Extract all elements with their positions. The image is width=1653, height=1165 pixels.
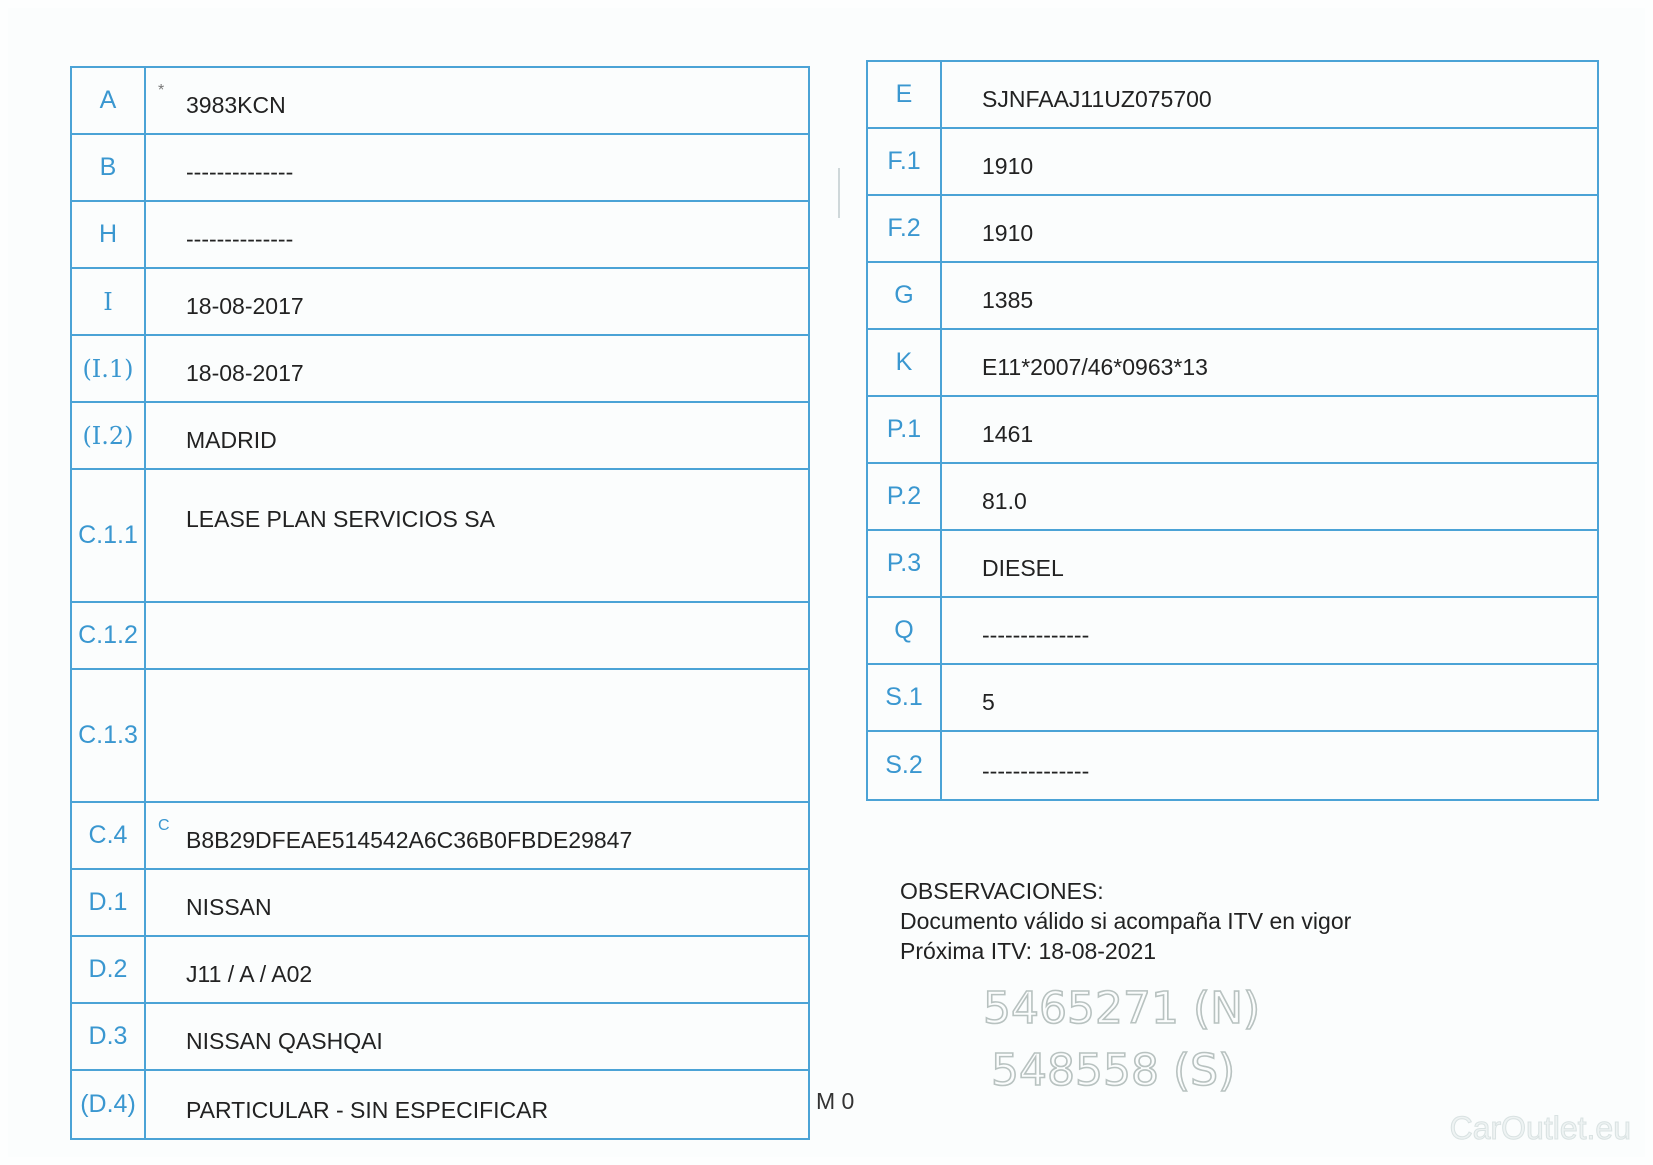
- field-value: MADRID: [186, 427, 277, 453]
- field-label: I: [72, 269, 146, 334]
- observations-line: Documento válido si acompaña ITV en vigo…: [900, 908, 1352, 934]
- field-row-c11: C.1.1 LEASE PLAN SERVICIOS SA: [72, 470, 808, 603]
- field-value: 1461: [982, 421, 1034, 447]
- field-row-p3: P.3 DIESEL: [868, 531, 1597, 598]
- field-row-k: K E11*2007/46*0963*13: [868, 330, 1597, 397]
- field-row-d4: (D.4) PARTICULAR - SIN ESPECIFICAR: [72, 1071, 808, 1138]
- field-row-s2: S.2 --------------: [868, 732, 1597, 799]
- field-value: SJNFAAJ11UZ075700: [982, 86, 1212, 112]
- field-value: NISSAN: [186, 894, 272, 920]
- field-row-f1: F.1 1910: [868, 129, 1597, 196]
- field-label: A: [72, 68, 146, 133]
- field-label: D.3: [72, 1004, 146, 1069]
- field-row-q: Q --------------: [868, 598, 1597, 665]
- observations-heading: OBSERVACIONES:: [900, 878, 1104, 904]
- field-label: H: [72, 202, 146, 267]
- field-row-p2: P.2 81.0: [868, 464, 1597, 531]
- field-label: S.2: [868, 732, 942, 799]
- field-value: E11*2007/46*0963*13: [982, 354, 1208, 380]
- field-value: --------------: [982, 758, 1090, 784]
- field-value: 5: [982, 689, 995, 715]
- field-row-s1: S.1 5: [868, 665, 1597, 732]
- field-label: C.4: [72, 803, 146, 868]
- field-row-d3: D.3 NISSAN QASHQAI: [72, 1004, 808, 1071]
- field-label: P.2: [868, 464, 942, 529]
- observations-line: Próxima ITV: 18-08-2021: [900, 938, 1157, 964]
- handwritten-line: 548558 (S): [991, 1045, 1235, 1096]
- field-row-e: E SJNFAAJ11UZ075700: [868, 62, 1597, 129]
- observations: OBSERVACIONES: Documento válido si acomp…: [900, 876, 1351, 966]
- fold-mark: [838, 168, 840, 218]
- field-value: C B8B29DFEAE514542A6C36B0FBDE29847: [146, 803, 808, 868]
- field-label: F.2: [868, 196, 942, 261]
- field-label: (I.2): [72, 403, 146, 468]
- field-value: * 3983KCN: [146, 68, 808, 133]
- field-value: NISSAN QASHQAI: [186, 1028, 383, 1054]
- field-label: D.1: [72, 870, 146, 935]
- field-row-c4: C.4 C B8B29DFEAE514542A6C36B0FBDE29847: [72, 803, 808, 870]
- field-row-d1: D.1 NISSAN: [72, 870, 808, 937]
- field-label: F.1: [868, 129, 942, 194]
- field-value: 18-08-2017: [186, 360, 304, 386]
- field-row-c13: C.1.3: [72, 670, 808, 803]
- field-mark: *: [158, 82, 165, 99]
- field-label: (I.1): [72, 336, 146, 401]
- field-label: E: [868, 62, 942, 127]
- field-label: C.1.1: [72, 470, 146, 601]
- field-value: --------------: [186, 159, 294, 185]
- field-label: P.3: [868, 531, 942, 596]
- handwritten-notes: 5465271 (N) 548558 (S): [983, 982, 1261, 1097]
- field-value: 1385: [982, 287, 1034, 313]
- handwritten-line: 5465271 (N): [983, 983, 1260, 1034]
- field-value: DIESEL: [982, 555, 1064, 581]
- field-value: --------------: [186, 226, 294, 252]
- field-row-c12: C.1.2: [72, 603, 808, 670]
- field-value: 18-08-2017: [186, 293, 304, 319]
- field-label: (D.4): [72, 1071, 146, 1138]
- field-row-h: H --------------: [72, 202, 808, 269]
- field-row-p1: P.1 1461: [868, 397, 1597, 464]
- field-value: PARTICULAR - SIN ESPECIFICAR: [186, 1097, 549, 1123]
- left-field-table: A * 3983KCN B -------------- H -------------…: [70, 66, 810, 1140]
- field-value: 1910: [982, 220, 1034, 246]
- field-value: 81.0: [982, 488, 1027, 514]
- field-row-f2: F.2 1910: [868, 196, 1597, 263]
- field-value: [146, 670, 808, 801]
- field-label: G: [868, 263, 942, 328]
- field-value: J11 / A / A02: [186, 961, 313, 987]
- m0-mark: M 0: [816, 1088, 855, 1114]
- field-value: 1910: [982, 153, 1034, 179]
- field-label: S.1: [868, 665, 942, 730]
- field-row-i2: (I.2) MADRID: [72, 403, 808, 470]
- field-label: B: [72, 135, 146, 200]
- right-field-table: E SJNFAAJ11UZ075700 F.1 1910 F.2 1910 G 1385…: [866, 60, 1599, 801]
- field-value: --------------: [982, 622, 1090, 648]
- watermark-logo: CarOutlet.eu: [1449, 1110, 1631, 1147]
- field-row-i1: (I.1) 18-08-2017: [72, 336, 808, 403]
- field-label: C.1.2: [72, 603, 146, 668]
- plate-number: 3983KCN: [186, 92, 286, 118]
- field-row-i: I 18-08-2017: [72, 269, 808, 336]
- field-label: D.2: [72, 937, 146, 1002]
- field-label: K: [868, 330, 942, 395]
- field-label: C.1.3: [72, 670, 146, 801]
- field-row-b: B --------------: [72, 135, 808, 202]
- document-page: A * 3983KCN B -------------- H -------------…: [8, 8, 1645, 1157]
- field-row-a: A * 3983KCN: [72, 68, 808, 135]
- field-label: Q: [868, 598, 942, 663]
- field-value: LEASE PLAN SERVICIOS SA: [186, 506, 495, 532]
- c4-code: B8B29DFEAE514542A6C36B0FBDE29847: [186, 827, 633, 853]
- field-label: P.1: [868, 397, 942, 462]
- field-row-g: G 1385: [868, 263, 1597, 330]
- field-mark: C: [158, 817, 170, 834]
- field-row-d2: D.2 J11 / A / A02: [72, 937, 808, 1004]
- field-value: [146, 603, 808, 668]
